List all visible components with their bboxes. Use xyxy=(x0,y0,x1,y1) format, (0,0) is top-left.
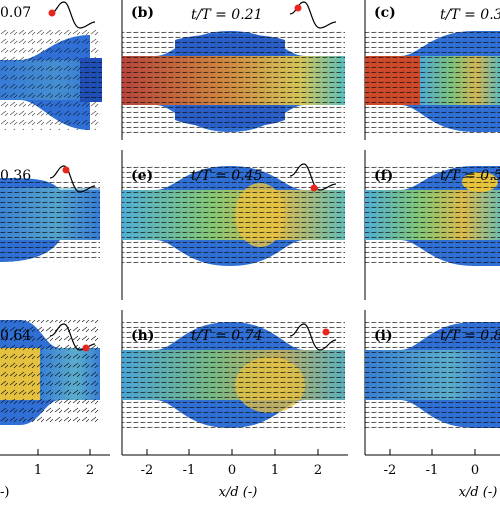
panel-a-label: 0.07 xyxy=(0,5,31,21)
panel-b-phase-marker xyxy=(294,4,302,12)
x-tick-label: 2 xyxy=(314,463,322,478)
panel-h-phase-marker xyxy=(322,328,330,336)
panel-b-letter: (b) xyxy=(131,5,154,21)
panel-b: (b) t/T = 0.21 xyxy=(121,0,345,140)
panel-c: (c) t/T = 0.3 xyxy=(364,0,500,140)
x-tick-label: -2 xyxy=(141,463,154,478)
x-axis-right: -2 -1 0 x/d (-) xyxy=(365,449,500,500)
panel-e-letter: (e) xyxy=(131,168,153,184)
x-tick-label: -1 xyxy=(183,463,196,478)
panel-d-waveform-icon xyxy=(49,165,96,193)
x-tick-label: 0 xyxy=(228,463,236,478)
x-axis-label-fragment: -) xyxy=(0,485,9,500)
panel-f-letter: (f) xyxy=(374,168,393,184)
panel-a-phase-marker xyxy=(48,9,56,17)
panel-d-label: 0.36 xyxy=(0,168,31,184)
x-axis-label: x/d (-) xyxy=(219,485,258,500)
panel-e: (e) t/T = 0.45 xyxy=(121,150,345,300)
panel-e-phase-marker xyxy=(310,184,318,192)
x-axis-label: x/d (-) xyxy=(459,485,498,500)
panel-a: 0.07 xyxy=(0,1,102,130)
panel-e-waveform-icon xyxy=(289,163,337,191)
panel-e-label: t/T = 0.45 xyxy=(191,168,263,184)
panel-c-letter: (c) xyxy=(374,5,396,21)
x-tick-label: 1 xyxy=(271,463,279,478)
panel-f-label: t/T = 0.5 xyxy=(440,168,500,184)
panel-b-label: t/T = 0.21 xyxy=(191,7,262,23)
panel-h-waveform-icon xyxy=(289,323,337,351)
x-tick-label: -2 xyxy=(384,463,397,478)
x-tick-label: 2 xyxy=(86,463,94,478)
x-axis-left: 1 2 -) xyxy=(0,449,110,500)
panel-h: (h) t/T = 0.74 xyxy=(121,310,345,455)
x-tick-label: 1 xyxy=(34,463,42,478)
panel-c-label: t/T = 0.3 xyxy=(440,7,500,23)
panel-a-waveform-icon xyxy=(49,1,96,29)
panel-g: 0.64 xyxy=(0,320,100,425)
x-tick-label: -1 xyxy=(426,463,439,478)
panel-h-label: t/T = 0.74 xyxy=(191,328,262,344)
panel-h-letter: (h) xyxy=(131,328,154,344)
panel-i-letter: (i) xyxy=(374,328,393,344)
panel-d: 0.36 xyxy=(0,165,100,262)
x-tick-label: 0 xyxy=(471,463,479,478)
panel-g-label: 0.64 xyxy=(0,328,31,344)
panel-d-phase-marker xyxy=(62,166,70,174)
x-axis-middle: -2 -1 0 1 2 x/d (-) xyxy=(122,449,348,500)
panel-i-label: t/T = 0.8 xyxy=(440,328,500,344)
panel-f: (f) t/T = 0.5 xyxy=(364,150,500,300)
panel-i: (i) t/T = 0.8 xyxy=(364,310,500,455)
panel-g-phase-marker xyxy=(82,344,90,352)
